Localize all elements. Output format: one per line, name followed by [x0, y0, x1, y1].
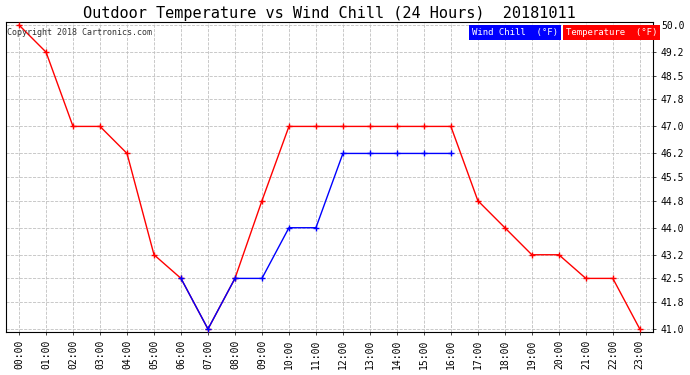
Text: Copyright 2018 Cartronics.com: Copyright 2018 Cartronics.com [7, 28, 152, 37]
Text: Wind Chill  (°F): Wind Chill (°F) [472, 28, 558, 37]
Text: Temperature  (°F): Temperature (°F) [566, 28, 658, 37]
Title: Outdoor Temperature vs Wind Chill (24 Hours)  20181011: Outdoor Temperature vs Wind Chill (24 Ho… [83, 6, 576, 21]
